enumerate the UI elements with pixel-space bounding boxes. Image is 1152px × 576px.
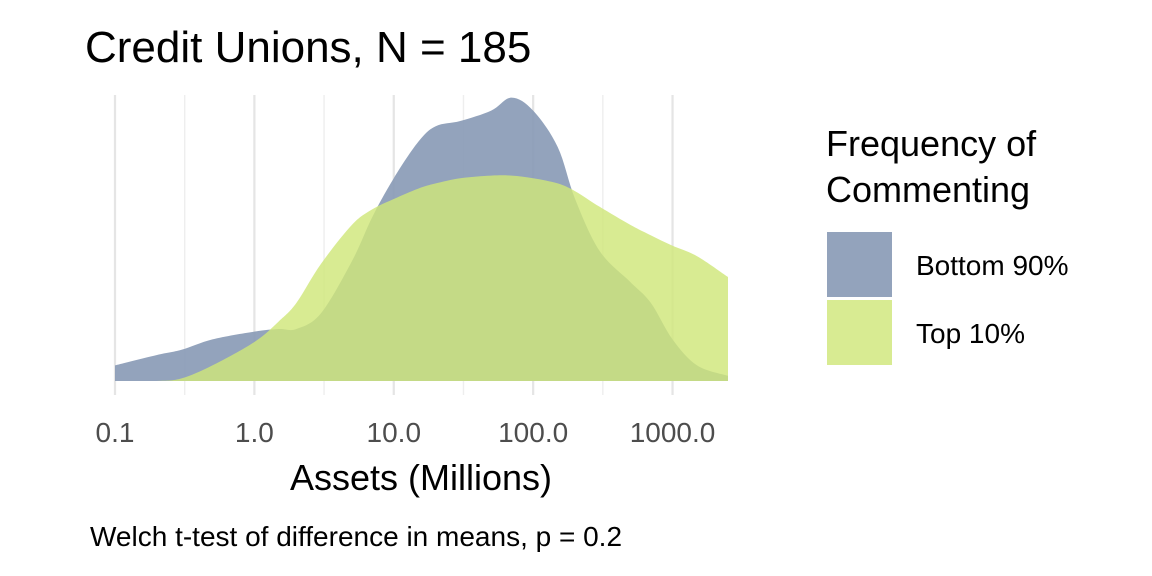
legend-label-1: Bottom 90% — [916, 250, 1069, 281]
density-series — [115, 97, 728, 381]
legend-key-2 — [827, 300, 892, 365]
x-tick-label: 10.0 — [367, 417, 422, 448]
chart-title: Credit Unions, N = 185 — [85, 23, 531, 72]
x-tick-label: 100.0 — [498, 417, 568, 448]
legend-title: Frequency of Commenting — [826, 123, 1046, 210]
legend-title-line-2: Commenting — [826, 169, 1030, 210]
legend-label-2: Top 10% — [916, 318, 1025, 349]
legend-title-line-1: Frequency of — [826, 123, 1037, 164]
x-tick-label: 1.0 — [235, 417, 274, 448]
x-tick-label: 1000.0 — [630, 417, 716, 448]
legend: Frequency of Commenting Bottom 90% Top 10… — [826, 123, 1069, 365]
legend-key-1 — [827, 232, 892, 297]
density-area-top-10 — [115, 175, 728, 381]
caption: Welch t-test of difference in means, p =… — [90, 521, 622, 552]
x-axis-title: Assets (Millions) — [290, 457, 552, 498]
x-tick-label: 0.1 — [96, 417, 135, 448]
x-axis-ticks: 0.1 1.0 10.0 100.0 1000.0 — [96, 417, 716, 448]
